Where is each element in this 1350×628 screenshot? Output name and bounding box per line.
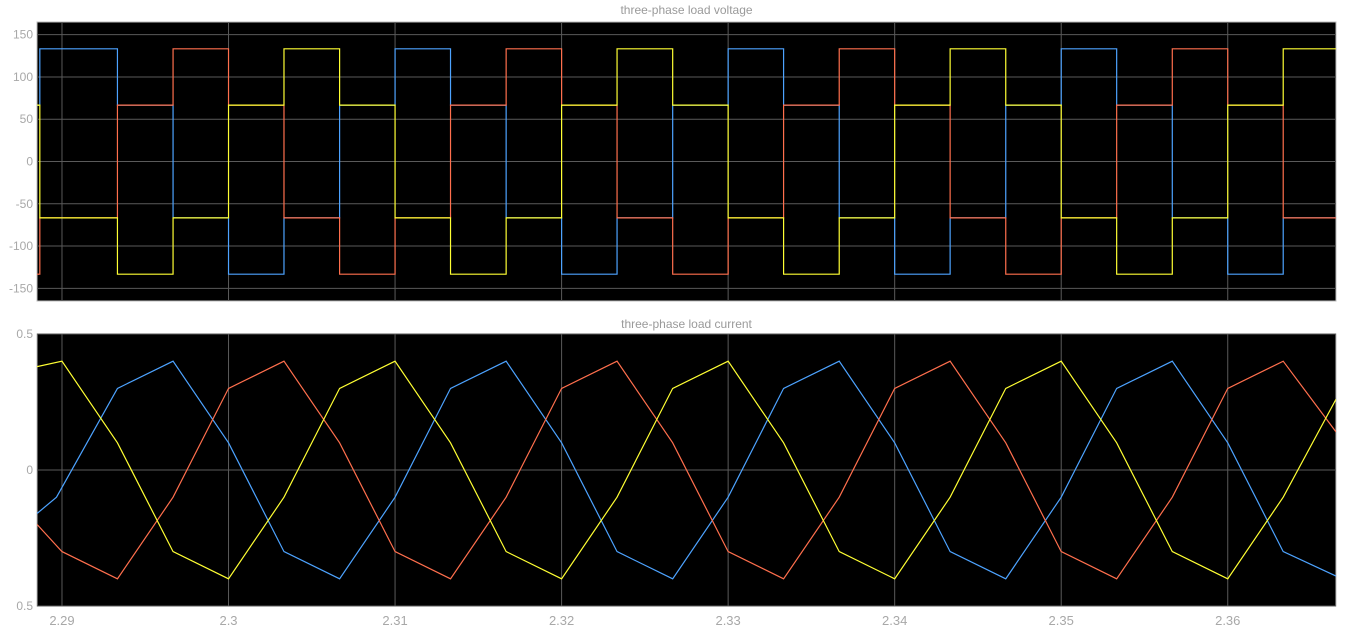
plot-title: three-phase load voltage xyxy=(620,3,752,17)
series-line-3 xyxy=(37,360,1336,580)
y-tick-label: 0 xyxy=(26,155,33,169)
y-tick-label: 0.5 xyxy=(16,327,33,341)
x-tick-label: 2.29 xyxy=(49,613,74,628)
series-line-3 xyxy=(37,48,1336,275)
series-line-2 xyxy=(37,48,1336,275)
y-tick-label: 0 xyxy=(26,463,33,477)
series-line-1 xyxy=(37,360,1336,580)
series-line-1 xyxy=(37,48,1336,275)
current-plot: three-phase load current 0.5 0 0.5 2.29 2.3 2.… xyxy=(16,317,1337,628)
y-tick-label: 150 xyxy=(13,28,33,42)
x-tick-label: 2.33 xyxy=(715,613,740,628)
y-tick-label: -150 xyxy=(9,281,33,295)
x-tick-label: 2.31 xyxy=(382,613,407,628)
x-tick-label: 2.36 xyxy=(1215,613,1240,628)
x-tick-label: 2.35 xyxy=(1049,613,1074,628)
voltage-plot: three-phase load voltage -150 -100 -50 0 50 10… xyxy=(9,3,1337,302)
series-line-2 xyxy=(37,360,1336,580)
y-tick-label: 50 xyxy=(20,112,34,126)
x-tick-label: 2.34 xyxy=(882,613,907,628)
x-tick-label: 2.3 xyxy=(219,613,237,628)
plot-title: three-phase load current xyxy=(621,317,752,331)
y-tick-label: -100 xyxy=(9,239,33,253)
x-tick-label: 2.32 xyxy=(549,613,574,628)
y-tick-label: 0.5 xyxy=(16,599,33,613)
y-tick-label: 100 xyxy=(13,70,33,84)
y-tick-label: -50 xyxy=(16,197,34,211)
